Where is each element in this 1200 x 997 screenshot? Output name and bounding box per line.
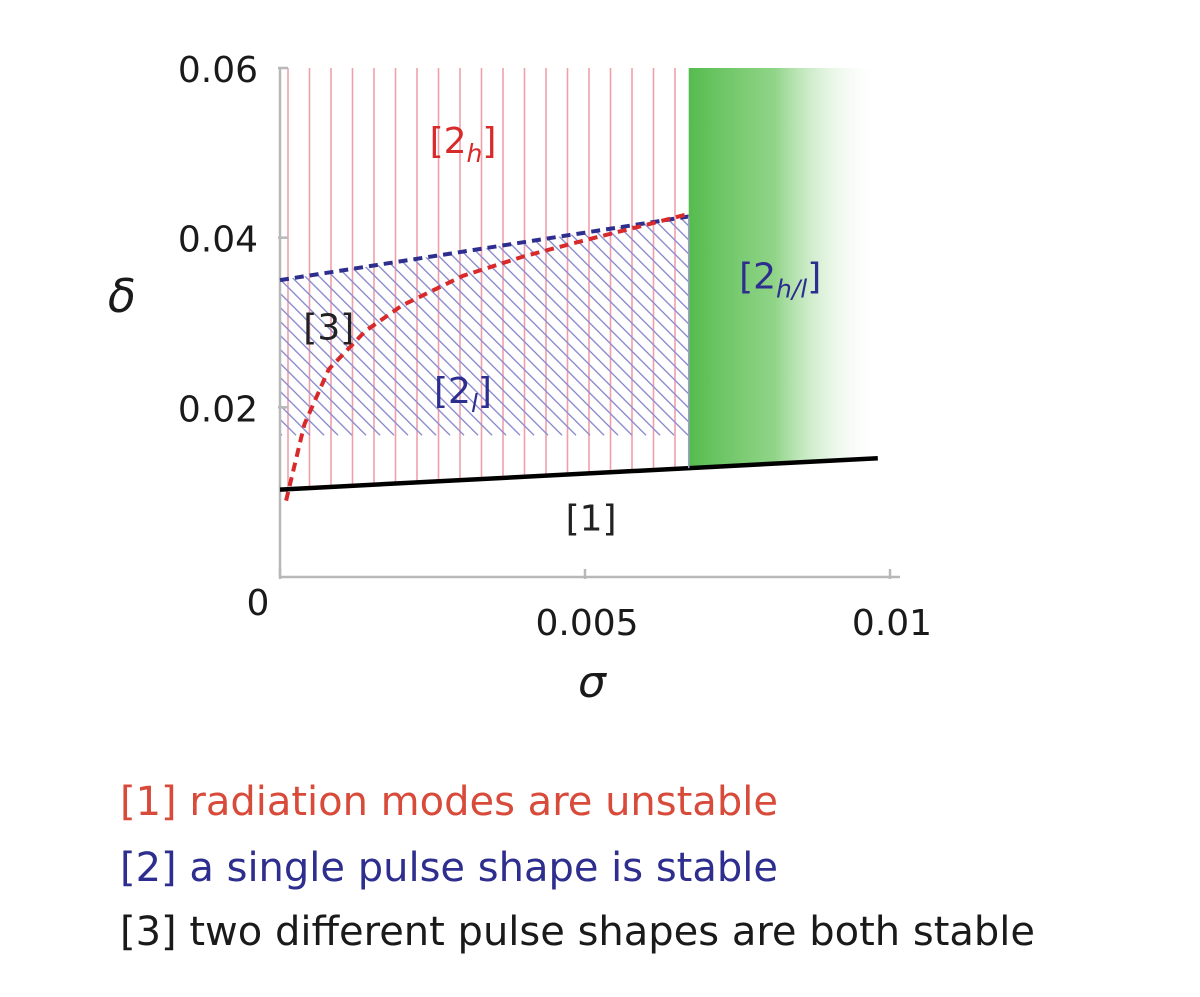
legend-item-radiation: [1] radiation modes are unstable: [120, 779, 778, 825]
region-label-4: [1]: [566, 498, 617, 539]
hatch-line-diagonal-79: [966, 195, 1200, 435]
hatch-line-diagonal-71: [854, 195, 1094, 435]
hatch-line-diagonal-26: [280, 216, 465, 436]
y-tick-label-2: 0.06: [178, 50, 258, 91]
hatch-line-diagonal-77: [938, 195, 1178, 435]
hatch-line-diagonal-78: [952, 195, 1192, 435]
region-label-2: [3]: [303, 307, 354, 348]
hatch-line-diagonal-75: [910, 195, 1150, 435]
hatch-line-diagonal-0: [0, 195, 100, 435]
x-tick-label-2: 0.01: [852, 603, 932, 644]
hatch-line-diagonal-72: [868, 195, 1108, 435]
hatch-line-diagonal-73: [882, 195, 1122, 435]
region-label-3: [2l]: [434, 371, 492, 418]
y-axis-label: δ: [108, 269, 136, 323]
legend-item-two-pulses: [3] two different pulse shapes are both …: [120, 909, 1035, 955]
hatch-line-diagonal-76: [924, 195, 1164, 435]
hatch-line-diagonal-20: [280, 216, 381, 436]
hatch-line-diagonal-22: [280, 216, 409, 436]
hatch-line-diagonal-54: [615, 216, 689, 436]
radiation-boundary-line: [279, 455, 878, 492]
hatch-line-diagonal-50: [559, 216, 689, 436]
hatch-line-diagonal-19: [280, 216, 367, 436]
x-tick-label-1: 0.005: [535, 603, 638, 644]
hatch-line-diagonal-23: [280, 216, 423, 436]
hatch-line-diagonal-51: [573, 216, 689, 436]
hatch-line-diagonal-53: [601, 216, 689, 436]
x-tick-label-0: 0: [247, 583, 270, 624]
hatch-line-diagonal-18: [280, 216, 353, 436]
hatch-line-diagonal-6: [0, 195, 184, 435]
hatch-line-diagonal-21: [280, 216, 395, 436]
hatch-line-diagonal-56: [643, 216, 689, 436]
hatch-line-diagonal-14: [280, 216, 297, 436]
hatch-line-diagonal-48: [531, 216, 689, 436]
region-label-0: [2h]: [430, 121, 497, 168]
legend-item-single-pulse: [2] a single pulse shape is stable: [120, 845, 778, 891]
y-tick-label-0: 0.02: [178, 389, 258, 430]
stable-high-low-region: [688, 68, 880, 469]
hatch-line-diagonal-5: [0, 195, 170, 435]
hatch-line-diagonal-27: [280, 216, 479, 436]
hatch-line-diagonal-17: [280, 216, 339, 436]
y-tick-label-1: 0.04: [178, 220, 258, 261]
lower-stability-boundary: [284, 211, 690, 502]
hatch-line-diagonal-16: [280, 216, 325, 436]
hatch-line-diagonal-49: [545, 216, 689, 436]
upper-stability-boundary: [279, 214, 690, 283]
region-label-1: [2h/l]: [739, 257, 821, 304]
hatch-line-diagonal-55: [629, 216, 689, 436]
hatch-line-diagonal-52: [587, 216, 689, 436]
hatch-line-diagonal-1: [0, 195, 114, 435]
hatch-line-diagonal-7: [0, 195, 198, 435]
hatch-line-diagonal-74: [896, 195, 1136, 435]
x-axis-label: σ: [578, 657, 607, 708]
hatch-line-diagonal-24: [280, 216, 437, 436]
hatch-line-diagonal-25: [280, 216, 451, 436]
